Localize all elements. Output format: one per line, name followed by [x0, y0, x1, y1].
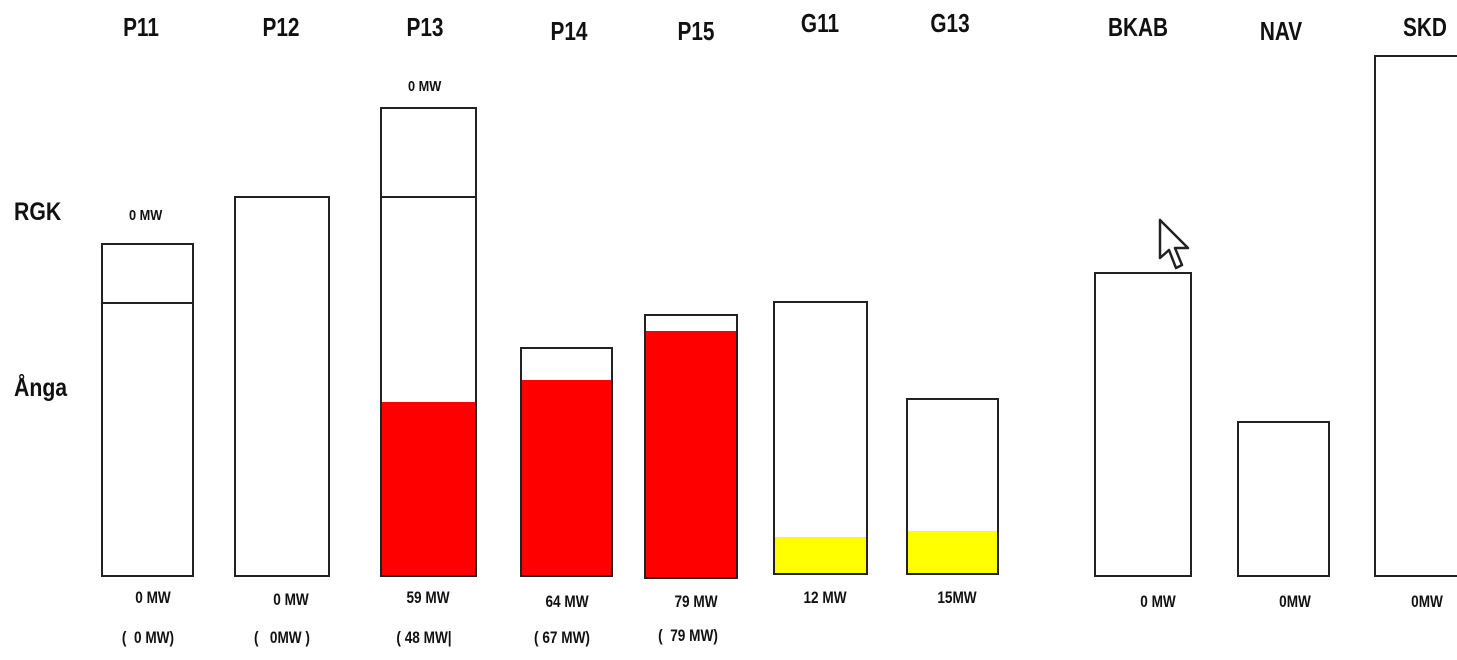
unit-title-g13: G13	[930, 8, 970, 38]
p12-bar[interactable]	[234, 196, 330, 577]
unit-title-p12: P12	[262, 12, 300, 42]
p12-paren-text: 0MW	[269, 628, 302, 647]
arrow-cursor-icon	[1158, 218, 1190, 270]
p13-level-fill	[382, 402, 475, 575]
unit-title-g11: G11	[800, 8, 840, 38]
p14-paren-value: ( 67 MW)	[534, 628, 590, 647]
skd-value: 0MW	[1411, 592, 1443, 611]
p12-value: 0 MW	[273, 590, 309, 609]
p13-paren-text: 48 MW	[404, 628, 448, 647]
unit-title-skd: SKD	[1403, 12, 1447, 42]
p11-paren-value: ( 0 MW)	[121, 628, 175, 647]
row-label-rgk: RGK	[14, 198, 62, 226]
skd-bar[interactable]	[1374, 55, 1457, 577]
nav-bar[interactable]	[1237, 421, 1330, 577]
g11-bar[interactable]	[773, 301, 868, 575]
p11-rgk-divider	[101, 302, 194, 304]
p13-rgk-divider	[380, 196, 477, 198]
p15-paren-value: ( 79 MW)	[658, 626, 718, 645]
p14-paren-text: 67 MW	[542, 628, 586, 647]
g11-level-fill	[775, 537, 866, 573]
p14-level-fill	[522, 380, 611, 575]
p11-bar[interactable]	[101, 243, 194, 577]
p15-value: 79 MW	[674, 592, 718, 611]
row-label-anga: Ånga	[14, 374, 68, 402]
p13-value: 59 MW	[406, 588, 450, 607]
unit-title-p11: P11	[123, 12, 159, 42]
g11-value: 12 MW	[803, 588, 847, 607]
p12-paren-value: ( 0MW )	[254, 628, 310, 647]
g13-value: 15MW	[937, 588, 977, 607]
unit-title-p13: P13	[406, 12, 444, 42]
p13-paren-value: ( 48 MW|	[396, 628, 452, 647]
p11-paren-text: 0 MW	[134, 628, 170, 647]
p11-value: 0 MW	[135, 588, 171, 607]
unit-title-p15: P15	[677, 16, 715, 46]
p13-top-label: 0 MW	[407, 78, 442, 95]
p15-level-fill	[646, 331, 736, 577]
bkab-bar[interactable]	[1094, 272, 1192, 577]
p15-paren-text: 79 MW	[670, 626, 714, 645]
nav-value: 0MW	[1279, 592, 1311, 611]
unit-title-p14: P14	[550, 16, 588, 46]
unit-title-bkab: BKAB	[1107, 12, 1169, 42]
g13-level-fill	[908, 531, 997, 573]
p11-top-label: 0 MW	[128, 207, 163, 224]
bkab-value: 0 MW	[1140, 592, 1176, 611]
unit-title-nav: NAV	[1259, 16, 1303, 46]
p14-value: 64 MW	[545, 592, 589, 611]
